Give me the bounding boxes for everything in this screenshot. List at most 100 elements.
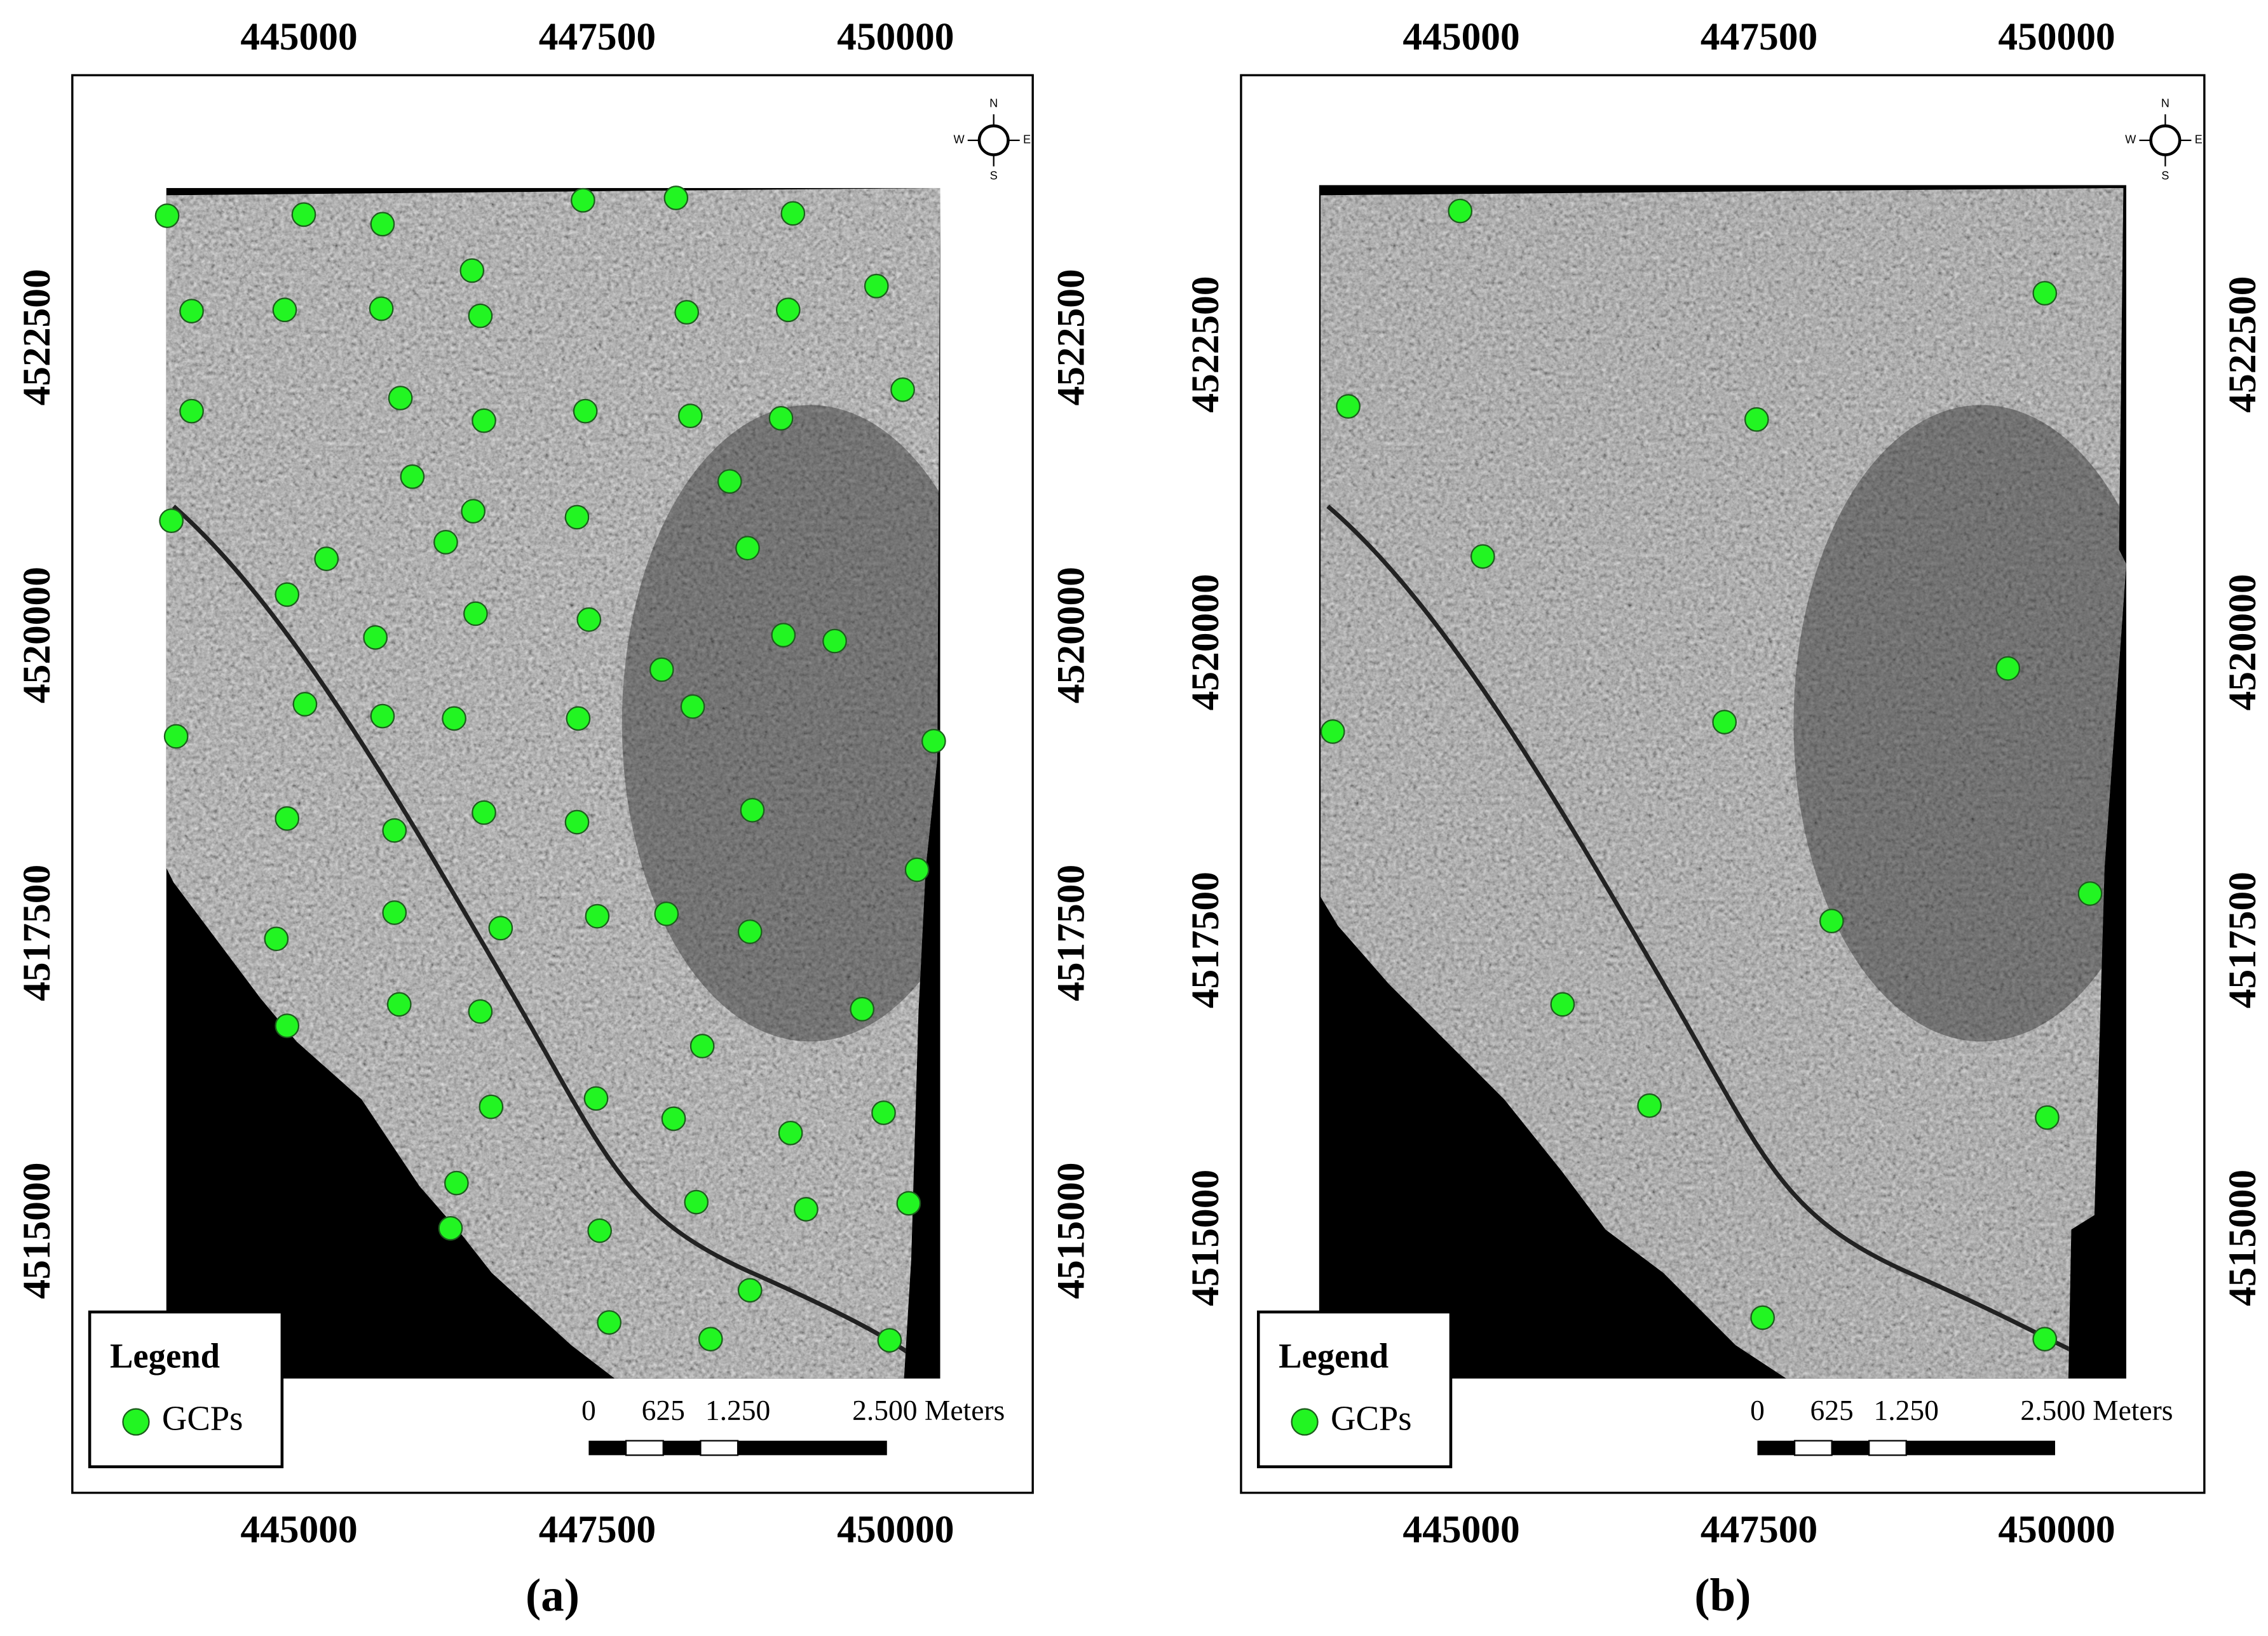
- legend-title: Legend: [1279, 1337, 1389, 1376]
- panel-caption: (b): [1694, 1569, 1751, 1621]
- gcp-point: [2077, 881, 2103, 906]
- compass-letter: S: [990, 170, 998, 182]
- gcp-point: [468, 999, 493, 1024]
- gcp-point: [479, 1094, 504, 1119]
- y-tick-label: 4517500: [15, 865, 58, 1001]
- x-tick-label: 450000: [837, 15, 954, 58]
- legend-swatch: [1291, 1408, 1319, 1436]
- gcp-point: [689, 1034, 715, 1058]
- gcp-point: [674, 300, 700, 325]
- gcp-point: [583, 1086, 609, 1111]
- gcp-point: [780, 201, 806, 226]
- compass-letter: E: [1023, 133, 1031, 146]
- y-tick-label: 4522500: [2221, 276, 2264, 413]
- legend-box: [1256, 1310, 1453, 1468]
- x-tick-label: 445000: [240, 15, 357, 58]
- scale-segment: [700, 1440, 739, 1456]
- gcp-point: [585, 903, 610, 929]
- gcp-point: [778, 1121, 803, 1146]
- gcp-point: [292, 692, 318, 717]
- scale-segment: [1868, 1440, 1907, 1456]
- gcp-point: [442, 706, 466, 731]
- y-tick-label: 4517500: [1049, 865, 1092, 1001]
- gcp-point: [740, 797, 765, 823]
- gcp-point: [363, 625, 388, 650]
- map-frame: [71, 74, 1034, 1494]
- gcp-point: [737, 919, 763, 944]
- y-tick-label: 4515000: [1184, 1170, 1227, 1306]
- compass-letter: W: [2125, 133, 2136, 146]
- gcp-point: [1336, 394, 1361, 419]
- gcp-point: [573, 398, 598, 424]
- x-tick-label: 445000: [240, 1508, 357, 1551]
- gcp-point: [2032, 1327, 2058, 1352]
- y-tick-label: 4520000: [2221, 574, 2264, 710]
- gcp-point: [275, 1013, 300, 1038]
- x-tick-label: 450000: [1998, 15, 2115, 58]
- gcp-point: [576, 607, 602, 632]
- gcp-point: [677, 403, 703, 428]
- gcp-point: [904, 857, 930, 882]
- scale-label: 625: [642, 1394, 685, 1426]
- gcp-point: [179, 299, 204, 323]
- gcp-point: [163, 724, 189, 749]
- raster-a: [166, 187, 940, 1379]
- gcp-point: [1744, 407, 1769, 432]
- gcp-point: [564, 809, 590, 835]
- gcp-point: [159, 508, 184, 533]
- scale-label: 2.500 Meters: [2020, 1394, 2173, 1426]
- scale-label: 0: [581, 1394, 596, 1426]
- compass-ring: [2149, 124, 2182, 156]
- scale-segment: [738, 1440, 887, 1456]
- gcp-point: [597, 1310, 622, 1335]
- gcp-point: [649, 657, 674, 682]
- gcp-point: [472, 800, 496, 825]
- y-tick-label: 4522500: [1049, 269, 1092, 405]
- gcp-point: [1712, 710, 1737, 734]
- gcp-point: [717, 469, 742, 494]
- gcp-point: [291, 202, 316, 227]
- gcp-point: [179, 398, 204, 424]
- scale-label: 625: [1810, 1394, 1853, 1426]
- gcp-point: [370, 212, 395, 237]
- scale-label: 2.500 Meters: [852, 1394, 1005, 1426]
- gcp-point: [1750, 1305, 1776, 1330]
- compass-letter: N: [2161, 97, 2170, 110]
- gcp-point: [771, 623, 796, 647]
- gcp-point: [438, 1216, 463, 1241]
- gcp-point: [468, 303, 493, 328]
- x-tick-label: 445000: [1402, 1508, 1519, 1551]
- gcp-point: [275, 582, 300, 607]
- x-tick-label: 450000: [1998, 1508, 2115, 1551]
- scale-label: 1.250: [1874, 1394, 1939, 1426]
- gcp-point: [382, 818, 407, 843]
- gcp-point: [850, 997, 875, 1022]
- gcp-point: [737, 1278, 763, 1303]
- legend-box: [88, 1310, 284, 1468]
- gcp-point: [461, 499, 486, 524]
- y-tick-label: 4515000: [15, 1163, 58, 1299]
- gcp-point: [654, 902, 679, 926]
- gcp-point: [871, 1100, 896, 1125]
- gcp-point: [472, 408, 496, 433]
- gcp-point: [400, 464, 425, 489]
- x-tick-label: 445000: [1402, 15, 1519, 58]
- x-tick-label: 447500: [539, 15, 656, 58]
- gcp-point: [896, 1191, 921, 1216]
- gcp-point: [488, 916, 513, 941]
- y-tick-label: 4515000: [1049, 1163, 1092, 1299]
- gcp-point: [571, 187, 595, 213]
- legend-title: Legend: [110, 1337, 220, 1376]
- gcp-point: [877, 1328, 902, 1353]
- gcp-point: [1819, 909, 1844, 933]
- gcp-point: [2035, 1105, 2060, 1130]
- scale-segment: [588, 1440, 627, 1456]
- scale-segment: [625, 1440, 664, 1456]
- gcp-point: [369, 296, 394, 321]
- scale-segment: [1757, 1440, 1795, 1456]
- y-tick-label: 4520000: [1049, 567, 1092, 703]
- legend-swatch: [122, 1408, 150, 1436]
- gcp-point: [698, 1327, 723, 1352]
